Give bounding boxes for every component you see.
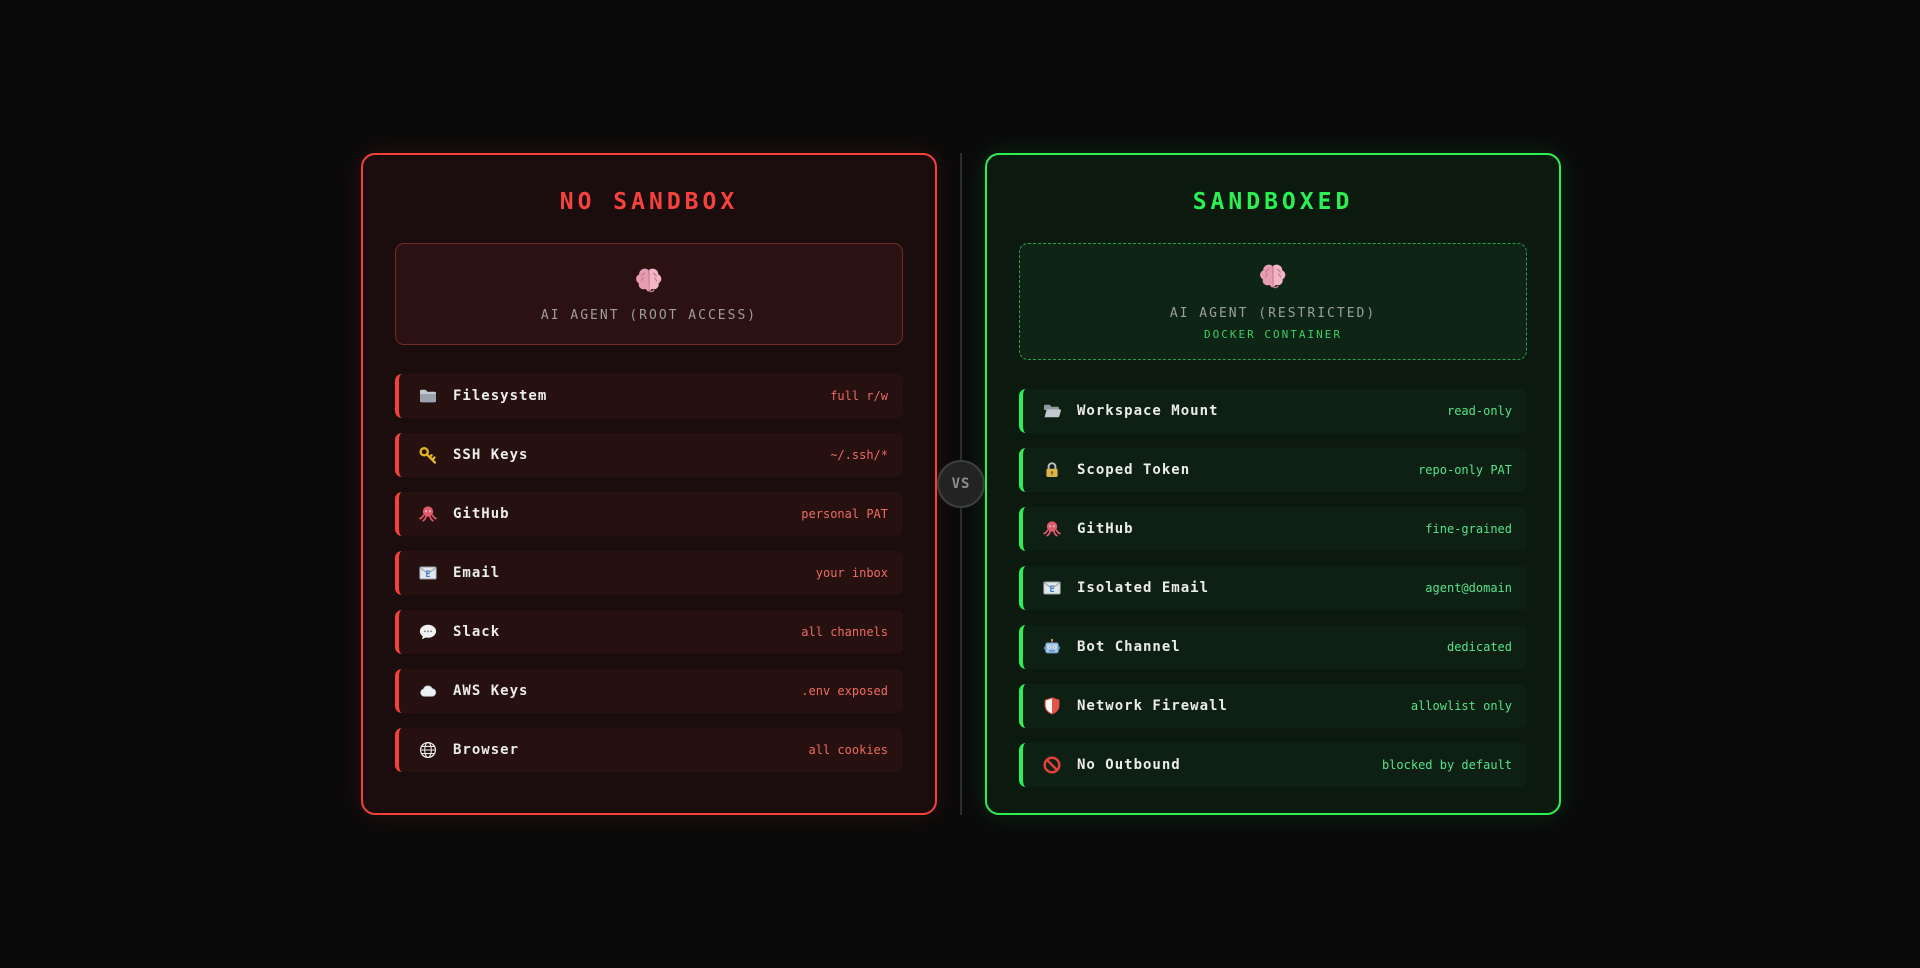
panels-layout: NO SANDBOX AI AGENT (ROOT ACCESS) Filesy… (361, 153, 1561, 815)
row-value: your inbox (815, 566, 888, 580)
sandboxed-agent-box: AI AGENT (RESTRICTED) DOCKER CONTAINER (1019, 243, 1527, 360)
octopus-icon (418, 504, 438, 524)
access-row-slack: Slack all channels (395, 610, 903, 654)
key-icon (418, 445, 438, 465)
sandboxed-title: SANDBOXED (1192, 189, 1354, 215)
row-label: Slack (453, 624, 501, 640)
vs-badge-label: VS (951, 476, 971, 492)
row-label: No Outbound (1077, 757, 1181, 773)
email-icon: E (418, 563, 438, 583)
row-value: ~/.ssh/* (830, 448, 888, 462)
no-sandbox-title: NO SANDBOX (559, 189, 739, 215)
robot-icon (1042, 637, 1062, 657)
folder-icon (418, 386, 438, 406)
brain-icon (1256, 260, 1290, 294)
row-value: agent@domain (1425, 581, 1512, 595)
brain-icon (632, 264, 666, 298)
row-label: GitHub (453, 506, 510, 522)
agent-label: AI AGENT (ROOT ACCESS) (540, 307, 758, 323)
row-label: Bot Channel (1077, 639, 1181, 655)
row-label: Email (453, 565, 501, 581)
access-row-ssh-keys: SSH Keys ~/.ssh/* (395, 433, 903, 477)
access-row-github: GitHub fine-grained (1019, 507, 1527, 551)
globe-icon (418, 740, 438, 760)
lock-icon (1042, 460, 1062, 480)
row-value: allowlist only (1410, 699, 1512, 713)
vs-badge: VS (937, 460, 985, 508)
row-value: full r/w (830, 389, 888, 403)
svg-text:E: E (1049, 585, 1054, 595)
row-label: Filesystem (453, 388, 548, 404)
access-row-network-firewall: Network Firewall allowlist only (1019, 684, 1527, 728)
row-value: .env exposed (801, 684, 888, 698)
row-value: all cookies (808, 743, 888, 757)
no-sandbox-agent-box: AI AGENT (ROOT ACCESS) (395, 243, 903, 345)
access-row-bot-channel: Bot Channel dedicated (1019, 625, 1527, 669)
row-value: repo-only PAT (1418, 463, 1512, 477)
agent-label: AI AGENT (RESTRICTED) (1169, 306, 1377, 321)
no-entry-icon (1042, 755, 1062, 775)
access-row-isolated-email: E Isolated Email agent@domain (1019, 566, 1527, 610)
folder-open-icon (1042, 401, 1062, 421)
octopus-icon (1042, 519, 1062, 539)
row-label: SSH Keys (453, 447, 529, 463)
row-value: personal PAT (801, 507, 888, 521)
cloud-icon (418, 681, 438, 701)
row-label: AWS Keys (453, 683, 529, 699)
sandboxed-rows: Workspace Mount read-only Scoped Token r… (1019, 389, 1527, 787)
sandboxed-panel: SANDBOXED AI AGENT (RESTRICTED) DOCKER C… (985, 153, 1561, 815)
access-row-browser: Browser all cookies (395, 728, 903, 772)
row-label: Scoped Token (1077, 462, 1191, 478)
row-value: blocked by default (1381, 758, 1512, 772)
email-icon: E (1042, 578, 1062, 598)
svg-text:E: E (425, 570, 430, 580)
row-label: Browser (453, 742, 520, 758)
row-label: GitHub (1077, 521, 1134, 537)
no-sandbox-panel: NO SANDBOX AI AGENT (ROOT ACCESS) Filesy… (361, 153, 937, 815)
access-row-filesystem: Filesystem full r/w (395, 374, 903, 418)
shield-icon (1042, 696, 1062, 716)
access-row-aws-keys: AWS Keys .env exposed (395, 669, 903, 713)
access-row-scoped-token: Scoped Token repo-only PAT (1019, 448, 1527, 492)
access-row-github: GitHub personal PAT (395, 492, 903, 536)
access-row-workspace-mount: Workspace Mount read-only (1019, 389, 1527, 433)
speech-bubble-icon (418, 622, 438, 642)
row-label: Isolated Email (1077, 580, 1210, 596)
row-label: Network Firewall (1077, 698, 1228, 714)
row-value: read-only (1446, 404, 1512, 418)
access-row-email: E Email your inbox (395, 551, 903, 595)
access-row-no-outbound: No Outbound blocked by default (1019, 743, 1527, 787)
row-value: all channels (801, 625, 888, 639)
row-label: Workspace Mount (1077, 403, 1219, 419)
docker-container-label: DOCKER CONTAINER (1204, 328, 1342, 341)
row-value: fine-grained (1425, 522, 1512, 536)
row-value: dedicated (1446, 640, 1512, 654)
no-sandbox-rows: Filesystem full r/w SSH Keys ~/.ssh/* Gi… (395, 374, 903, 772)
